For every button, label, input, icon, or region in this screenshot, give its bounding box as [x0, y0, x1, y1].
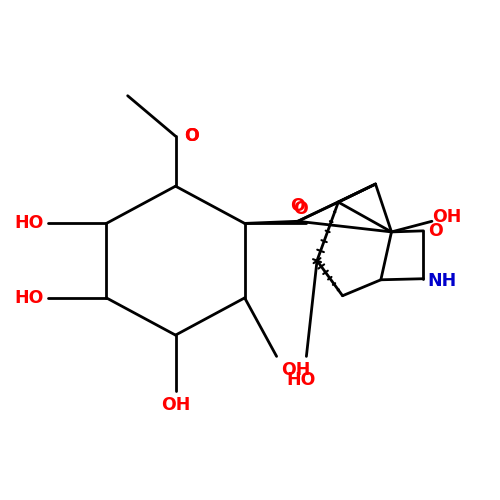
Text: O: O [428, 222, 442, 240]
Text: HO: HO [14, 214, 44, 232]
Text: O: O [292, 200, 308, 218]
Text: HO: HO [14, 289, 44, 307]
Text: O: O [290, 198, 305, 216]
Text: O: O [184, 127, 199, 145]
Text: OH: OH [161, 396, 190, 413]
Text: OH: OH [281, 360, 310, 378]
Text: NH: NH [428, 272, 457, 290]
Text: OH: OH [432, 208, 462, 226]
Text: O: O [184, 127, 199, 145]
Text: HO: HO [286, 372, 316, 390]
